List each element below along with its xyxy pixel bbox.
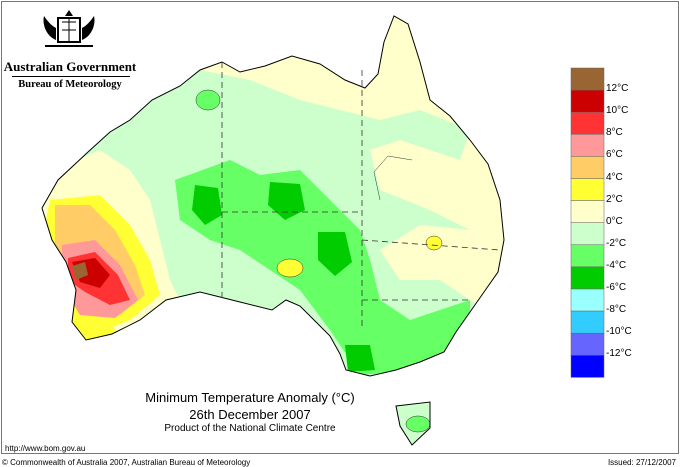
region-warm-spot-east xyxy=(425,235,443,251)
legend-label: 4°C xyxy=(606,171,623,183)
legend-label: -12°C xyxy=(606,348,632,360)
legend-swatch xyxy=(570,89,605,113)
legend-swatch xyxy=(570,266,605,290)
region-minus4-to-minus6-b xyxy=(268,182,305,220)
region-cool-spot-north xyxy=(195,89,221,111)
legend-swatch xyxy=(570,332,605,356)
map-date: 26th December 2007 xyxy=(189,407,311,422)
legend-label: -6°C xyxy=(606,282,627,293)
region-above-12 xyxy=(72,262,88,280)
region-minus4-to-minus6-c xyxy=(318,232,352,276)
website-link[interactable]: http://www.bom.gov.au xyxy=(5,444,86,453)
legend-label: 6°C xyxy=(606,149,623,161)
coat-of-arms-icon xyxy=(43,10,95,47)
legend-label: -8°C xyxy=(606,304,627,316)
legend-swatch xyxy=(570,355,605,378)
legend-label: -4°C xyxy=(606,259,627,271)
state-borders xyxy=(221,62,501,330)
legend-label: -2°C xyxy=(606,237,627,249)
legend-swatch xyxy=(570,178,605,201)
map-frame xyxy=(1,1,679,454)
legend-swatch xyxy=(570,67,605,91)
copyright: © Commonwealth of Australia 2007, Austra… xyxy=(2,458,251,467)
tasmania-outline xyxy=(395,401,431,446)
legend-label: 12°C xyxy=(606,83,629,95)
map-product-line: Product of the National Climate Centre xyxy=(164,423,336,434)
agency-name: Bureau of Meteorology xyxy=(18,79,122,90)
issued-date: Issued: 27/12/2007 xyxy=(607,458,676,467)
logo-divider xyxy=(12,76,130,77)
legend-label: 10°C xyxy=(606,105,629,117)
region-minus2-to-minus4 xyxy=(175,160,470,375)
region-warm-spot-central xyxy=(276,258,304,278)
legend-swatch xyxy=(570,288,605,312)
region-minus4-to-minus6-a xyxy=(192,185,222,225)
legend-label: 0°C xyxy=(606,215,623,227)
map-title: Minimum Temperature Anomaly (°C) xyxy=(145,390,355,405)
legend-swatch xyxy=(570,222,605,246)
legend-label: -10°C xyxy=(606,326,632,338)
legend-swatch xyxy=(570,134,605,157)
legend-swatch xyxy=(570,200,605,223)
legend-label: 2°C xyxy=(606,193,623,205)
legend-swatch xyxy=(570,310,605,334)
legend-swatch xyxy=(570,111,605,135)
government-name: Australian Government xyxy=(3,59,137,74)
region-minus4-to-minus6-d xyxy=(345,345,375,372)
legend-swatch xyxy=(570,156,605,179)
legend-label: 8°C xyxy=(606,127,623,139)
legend-swatch xyxy=(570,244,605,268)
